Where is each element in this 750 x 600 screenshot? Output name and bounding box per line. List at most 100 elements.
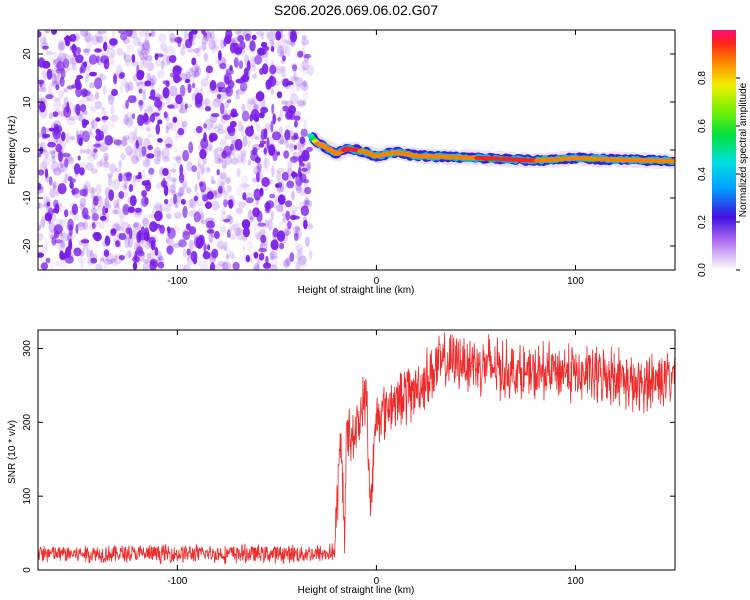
noise-blob: [44, 96, 48, 103]
noise-blob: [230, 157, 239, 165]
spectrogram-ytick-label: 10: [22, 96, 33, 108]
noise-blob: [104, 235, 111, 246]
noise-blob: [209, 134, 214, 143]
noise-blob: [252, 216, 259, 221]
noise-blob: [50, 30, 58, 35]
noise-blob: [52, 97, 62, 102]
noise-blob: [223, 70, 227, 80]
noise-blob: [260, 134, 265, 141]
noise-blob: [42, 69, 50, 80]
noise-blob: [244, 33, 251, 42]
noise-blob: [245, 45, 254, 51]
noise-blob: [155, 182, 163, 190]
noise-blob: [276, 167, 285, 174]
noise-blob: [165, 125, 169, 134]
noise-blob: [217, 158, 223, 164]
noise-blob: [142, 39, 150, 51]
noise-blob: [216, 93, 222, 100]
snr-xtick-label: 100: [567, 576, 584, 587]
noise-blob: [145, 55, 153, 62]
noise-blob: [125, 111, 133, 122]
noise-blob: [130, 60, 139, 67]
noise-blob: [264, 157, 268, 170]
noise-blob: [111, 30, 116, 37]
noise-blob: [209, 262, 216, 270]
noise-blob: [252, 207, 260, 218]
noise-blob: [209, 80, 217, 91]
spectrogram-xtick-label: 100: [567, 276, 584, 287]
noise-blob: [53, 123, 60, 136]
noise-blob: [135, 139, 139, 149]
noise-blob: [60, 141, 67, 150]
noise-blob: [175, 94, 183, 105]
noise-blob: [85, 60, 92, 73]
noise-blob: [165, 114, 170, 122]
noise-blob: [219, 225, 227, 234]
noise-blob: [255, 136, 260, 141]
noise-blob: [178, 108, 188, 114]
noise-blob: [301, 48, 306, 58]
noise-blob: [224, 135, 232, 140]
noise-blob: [285, 46, 291, 57]
noise-blob: [175, 155, 182, 164]
noise-blob: [290, 204, 298, 214]
noise-blob: [273, 199, 277, 210]
noise-blob: [67, 234, 73, 242]
noise-blob: [232, 153, 240, 160]
noise-blob: [205, 201, 212, 209]
noise-blob: [290, 135, 300, 140]
noise-blob: [184, 103, 188, 110]
noise-blob: [272, 244, 278, 253]
noise-blob: [283, 150, 290, 159]
noise-blob: [255, 232, 261, 240]
noise-blob: [300, 205, 310, 216]
noise-blob: [162, 47, 168, 57]
noise-blob: [137, 171, 142, 179]
noise-blob: [186, 75, 195, 84]
noise-blob: [122, 203, 130, 216]
noise-blob: [192, 72, 197, 79]
noise-blob: [219, 102, 225, 115]
noise-blob: [120, 153, 126, 160]
noise-blob: [123, 118, 128, 126]
noise-blob: [157, 250, 162, 261]
noise-blob: [241, 219, 251, 229]
noise-blob: [142, 115, 151, 125]
noise-blob: [107, 207, 111, 217]
noise-blob: [158, 33, 167, 43]
noise-blob: [102, 251, 109, 261]
noise-blob: [155, 218, 160, 224]
noise-blob: [226, 176, 231, 185]
noise-blob: [173, 212, 182, 219]
noise-blob: [259, 229, 266, 238]
noise-blob: [77, 155, 81, 161]
noise-blob: [142, 90, 146, 102]
noise-blob: [178, 173, 185, 184]
noise-blob: [193, 236, 203, 248]
noise-blob: [276, 230, 286, 242]
noise-blob: [240, 183, 249, 188]
noise-blob: [214, 55, 221, 66]
noise-blob: [276, 91, 283, 99]
noise-blob: [213, 148, 219, 159]
noise-blob: [285, 109, 293, 119]
noise-blob: [299, 262, 308, 269]
noise-blob: [263, 157, 270, 169]
noise-blob: [197, 242, 203, 249]
noise-blob: [38, 182, 42, 189]
noise-blob: [197, 163, 201, 170]
noise-blob: [79, 104, 87, 113]
noise-blob: [293, 215, 300, 220]
noise-blob: [202, 166, 211, 174]
noise-blob: [151, 262, 159, 268]
noise-blob: [287, 161, 293, 170]
spectrogram-ytick-label: -20: [22, 238, 33, 253]
noise-blob: [138, 88, 143, 94]
noise-blob: [123, 52, 127, 59]
noise-blob: [179, 103, 186, 115]
noise-blob: [280, 58, 286, 65]
noise-blob: [296, 250, 302, 261]
noise-blob: [279, 139, 289, 145]
noise-blob: [123, 114, 129, 126]
